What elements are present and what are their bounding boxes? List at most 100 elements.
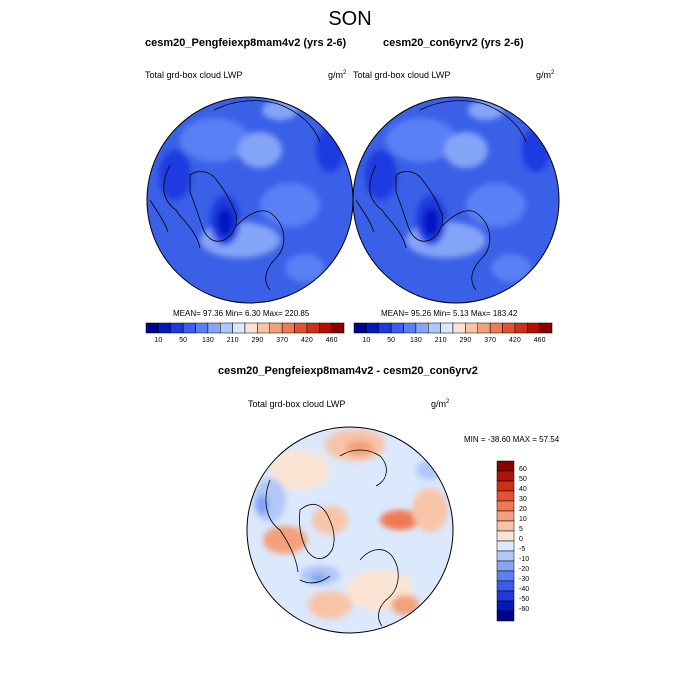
panel1-colorbar-swatch bbox=[319, 322, 332, 334]
panel1-colorbar-swatch bbox=[257, 322, 270, 334]
panel2-field-patch bbox=[491, 254, 531, 282]
diff-colorbar-swatch bbox=[496, 570, 515, 582]
panel1-colorbar-swatch bbox=[294, 322, 308, 334]
diff-colorbar-tick-label: 5 bbox=[519, 526, 523, 533]
panel1-colorbar-tick-label: 370 bbox=[276, 337, 288, 344]
panel2-colorbar-tick-label: 210 bbox=[434, 337, 447, 344]
diff-field-patch bbox=[380, 510, 420, 530]
diff-greenland-coast bbox=[299, 503, 335, 559]
panel2-variable-label: Total grd-box cloud LWP bbox=[353, 70, 451, 80]
panel2-units: g/m2 bbox=[536, 70, 555, 80]
diff-field-patch bbox=[391, 595, 419, 615]
panel1-colorbar-swatch bbox=[170, 322, 184, 334]
panel2-greenland-coast bbox=[395, 171, 443, 242]
diff-colorbar-swatch bbox=[496, 600, 515, 612]
panel2-colorbar-swatch bbox=[477, 322, 491, 334]
diff-field-patch bbox=[255, 495, 269, 515]
panel2-colorbar-swatch bbox=[502, 322, 516, 334]
diff-colorbar-swatch bbox=[496, 460, 515, 472]
panel2-field-patch bbox=[365, 150, 397, 200]
diff-hudson-coast bbox=[299, 575, 331, 584]
panel1-field-patch bbox=[262, 100, 298, 120]
panel1-alaska-coast bbox=[149, 199, 169, 233]
panel1-colorbar-swatch bbox=[220, 322, 233, 334]
panel1-colorbar-swatch bbox=[281, 322, 295, 334]
panel1-colorbar-swatch bbox=[145, 322, 159, 334]
panel2-europe-coast bbox=[441, 210, 491, 291]
diff-colorbar-swatch bbox=[496, 530, 515, 542]
panel2-colorbar-swatch bbox=[440, 322, 454, 334]
panel2-field-patch bbox=[386, 118, 456, 162]
panel2-siberia-coast bbox=[419, 100, 527, 143]
panel2-colorbar-swatch bbox=[527, 322, 540, 334]
diff-colorbar-swatch bbox=[496, 550, 515, 562]
diff-coastlines bbox=[265, 449, 399, 627]
diff-colorbar-swatch bbox=[496, 540, 515, 552]
diff-colorbar-swatch bbox=[496, 610, 515, 622]
diff-colorbar-swatch bbox=[496, 520, 515, 532]
panel2-colorbar-swatch bbox=[366, 322, 379, 334]
diff-colorbar-tick-label: -20 bbox=[519, 566, 530, 573]
panel1-field-patch bbox=[159, 150, 191, 200]
diff-colorbar-swatch bbox=[496, 470, 515, 482]
panel2-colorbar-tick-label: 460 bbox=[533, 337, 546, 344]
panel1-canada-coast bbox=[163, 164, 201, 249]
panel3-units: g/m2 bbox=[431, 399, 450, 409]
panel2-field-patch bbox=[466, 183, 526, 227]
panel1-coastlines bbox=[149, 100, 321, 291]
panel2-colorbar-swatch bbox=[353, 322, 367, 334]
diff-colorbar-swatch bbox=[496, 590, 515, 602]
panel1-siberia-coast bbox=[213, 100, 321, 143]
diff-field-patch bbox=[270, 450, 330, 490]
panel3-stats: MIN = -38.60 MAX = 57.54 bbox=[464, 435, 560, 444]
panel2-field-patch bbox=[444, 132, 488, 168]
panel2-colorbar-swatch bbox=[539, 322, 553, 334]
panel2-colorbar-tick-label: 290 bbox=[459, 337, 472, 344]
diff-polar-map bbox=[247, 427, 453, 633]
diff-colorbar-tick-label: 30 bbox=[519, 496, 527, 503]
panel1-colorbar-tick-label: 10 bbox=[154, 337, 163, 344]
diff-colorbar-tick-label: -30 bbox=[519, 576, 530, 583]
diff-field-patch bbox=[416, 460, 444, 480]
panel1-colorbar-tick-label: 420 bbox=[301, 337, 313, 344]
panel2-colorbar-tick-label: 420 bbox=[509, 337, 521, 344]
diff-colorbar-tick-label: 10 bbox=[519, 516, 527, 523]
panel1-colorbar-swatch bbox=[182, 322, 196, 334]
panel1-field-patch bbox=[260, 183, 320, 227]
diff-field-patch bbox=[310, 573, 326, 583]
diff-siberia-coast bbox=[339, 449, 387, 487]
panel1-colorbar bbox=[145, 322, 345, 334]
panel2-colorbar-swatch bbox=[390, 322, 404, 334]
diff-colorbar-tick-label: -60 bbox=[519, 606, 530, 613]
diff-colorbar-swatch bbox=[496, 510, 515, 522]
panel2-colorbar-swatch bbox=[428, 322, 441, 334]
panel1-europe-coast bbox=[235, 210, 285, 291]
panel2-colorbar-tick-label: 370 bbox=[484, 337, 496, 344]
panel2-stats: MEAN= 95.26 Min= 5.13 Max= 183.42 bbox=[381, 309, 518, 318]
diff-colorbar-tick-label: 50 bbox=[519, 476, 527, 483]
diff-colorbar-swatch bbox=[496, 500, 515, 512]
panel2-canada-coast bbox=[369, 164, 407, 249]
panel1-colorbar-swatch bbox=[232, 322, 246, 334]
diff-colorbar-tick-label: 20 bbox=[519, 506, 527, 513]
panel2-polar-map bbox=[353, 97, 559, 303]
panel1-variable-label: Total grd-box cloud LWP bbox=[145, 70, 243, 80]
diff-map-border bbox=[246, 426, 454, 634]
panel3-title: cesm20_Pengfeiexp8mam4v2 - cesm20_con6yr… bbox=[218, 365, 478, 377]
panel1-field-patch bbox=[238, 132, 282, 168]
diff-colorbar-tick-label: -10 bbox=[519, 556, 530, 563]
diff-field-patch bbox=[412, 488, 448, 532]
panel1-title: cesm20_Pengfeiexp8mam4v2 (yrs 2-6) bbox=[145, 37, 347, 49]
panel2-colorbar-swatch bbox=[415, 322, 429, 334]
panel3-variable-label: Total grd-box cloud LWP bbox=[248, 399, 346, 409]
diff-colorbar-tick-label: 60 bbox=[519, 466, 527, 473]
diff-canada-coast bbox=[265, 479, 299, 573]
panel2-colorbar-tick-label: 130 bbox=[410, 337, 422, 344]
panel1-stats: MEAN= 97.36 Min= 6.30 Max= 220.85 bbox=[173, 309, 310, 318]
season-title: SON bbox=[328, 8, 372, 30]
diff-colorbar bbox=[496, 460, 515, 622]
panel1-colorbar-swatch bbox=[158, 322, 171, 334]
diff-colorbar-swatch bbox=[496, 490, 515, 502]
